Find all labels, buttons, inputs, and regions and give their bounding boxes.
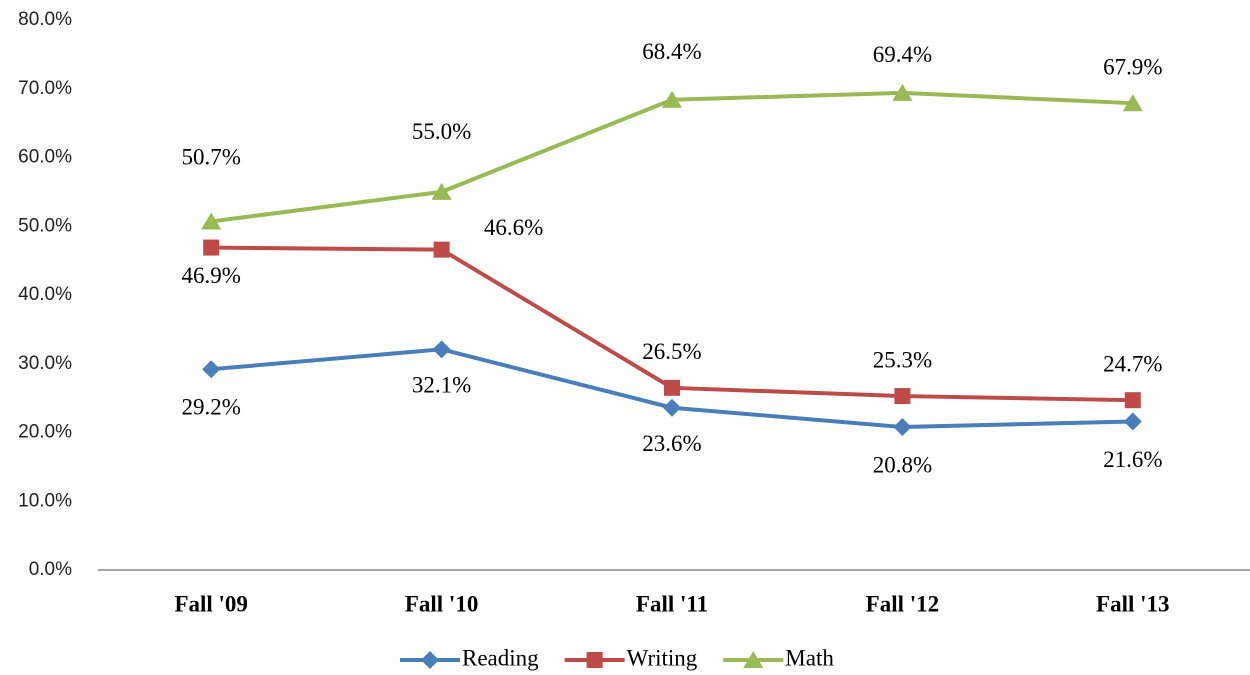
y-tick-label: 70.0% bbox=[18, 78, 72, 99]
data-label: 25.3% bbox=[873, 347, 932, 372]
legend-label: Writing bbox=[627, 645, 698, 670]
legend-label: Reading bbox=[462, 645, 539, 670]
marker bbox=[1122, 94, 1143, 112]
data-label: 50.7% bbox=[181, 145, 240, 170]
x-tick-label: Fall '13 bbox=[1096, 591, 1169, 616]
marker bbox=[1124, 392, 1141, 409]
data-label: 20.8% bbox=[873, 452, 932, 477]
y-tick-label: 40.0% bbox=[18, 284, 72, 305]
data-label: 32.1% bbox=[412, 373, 471, 398]
data-label: 26.5% bbox=[642, 339, 701, 364]
data-label: 24.7% bbox=[1103, 351, 1162, 376]
data-label: 46.6% bbox=[484, 215, 543, 240]
legend-label: Math bbox=[785, 645, 834, 670]
marker bbox=[432, 340, 451, 359]
marker bbox=[894, 388, 911, 405]
y-tick-label: 20.0% bbox=[18, 422, 72, 443]
y-tick-label: 50.0% bbox=[18, 215, 72, 236]
marker bbox=[202, 360, 221, 379]
data-label: 46.9% bbox=[181, 263, 240, 288]
y-tick-label: 10.0% bbox=[18, 490, 72, 511]
series-line bbox=[210, 90, 1133, 224]
data-label: 55.0% bbox=[412, 119, 471, 144]
marker bbox=[431, 182, 452, 200]
marker bbox=[893, 418, 912, 436]
x-tick-label: Fall '10 bbox=[405, 591, 478, 616]
y-tick-label: 80.0% bbox=[18, 9, 72, 30]
marker bbox=[663, 398, 681, 417]
x-tick-label: Fall '09 bbox=[174, 591, 247, 616]
legend-marker bbox=[743, 651, 764, 668]
data-label: 29.2% bbox=[181, 395, 240, 420]
legend-marker bbox=[421, 651, 439, 669]
data-label: 67.9% bbox=[1103, 54, 1162, 79]
series-line bbox=[211, 245, 1133, 403]
marker bbox=[892, 83, 913, 101]
marker bbox=[662, 90, 682, 108]
y-tick-label: 60.0% bbox=[18, 147, 72, 168]
x-tick-label: Fall '12 bbox=[866, 591, 939, 616]
marker bbox=[664, 379, 680, 396]
x-tick-label: Fall '11 bbox=[636, 591, 708, 616]
data-label: 69.4% bbox=[873, 42, 932, 67]
marker bbox=[433, 241, 450, 258]
legend-marker bbox=[586, 652, 603, 668]
y-tick-label: 0.0% bbox=[29, 559, 72, 580]
y-tick-label: 30.0% bbox=[18, 353, 72, 374]
data-label: 21.6% bbox=[1103, 447, 1162, 472]
marker bbox=[1123, 412, 1142, 431]
data-label: 23.6% bbox=[642, 431, 701, 456]
marker bbox=[203, 239, 220, 256]
data-label: 68.4% bbox=[642, 39, 701, 64]
marker bbox=[201, 212, 222, 230]
